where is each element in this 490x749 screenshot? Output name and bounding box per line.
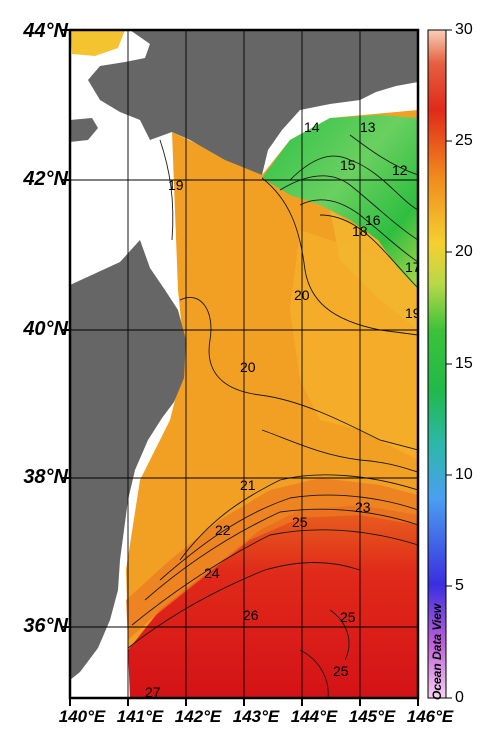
land-island [70, 118, 98, 142]
contour-label: 19 [405, 305, 421, 321]
contour-label: 15 [340, 157, 356, 173]
lon-label-142e: 142°E [174, 707, 222, 726]
contour-label: 25 [340, 609, 356, 625]
lat-label-40n: 40°N [23, 318, 68, 340]
frame-ticks [62, 29, 419, 706]
lon-label-143e: 143°E [232, 707, 280, 726]
lat-label-36n: 36°N [23, 615, 68, 637]
contour-label: 23 [355, 499, 371, 515]
colorbar-label-10: 10 [455, 466, 473, 483]
lon-label-141e: 141°E [116, 707, 164, 726]
contour-label: 17 [405, 259, 421, 275]
colorbar-ticks [446, 29, 452, 699]
sst-field-green [262, 115, 418, 290]
lat-label-44n: 44°N [23, 20, 68, 42]
colorbar-label-25: 25 [455, 132, 473, 149]
contour-label: 25 [292, 514, 308, 530]
contour-label: 19 [168, 177, 184, 193]
contour-label: 24 [204, 565, 220, 581]
contour-label: 27 [145, 684, 161, 700]
contour-label: 22 [215, 522, 231, 538]
lon-label-145e: 145°E [348, 707, 396, 726]
colorbar-label-5: 5 [455, 577, 464, 594]
sst-field-red [128, 505, 418, 698]
contour-label: 14 [304, 119, 320, 135]
colorbar [427, 29, 447, 699]
graticule [70, 30, 418, 698]
contour-label: 16 [365, 212, 381, 228]
contour-label: 25 [333, 663, 349, 679]
colorbar-label-0: 0 [455, 689, 464, 706]
sst-field-yellow-nw [70, 30, 125, 56]
contour-label: 26 [243, 607, 259, 623]
colorbar-label-15: 15 [455, 355, 473, 372]
lat-label-38n: 38°N [23, 466, 68, 488]
colorbar-label-30: 30 [455, 21, 473, 38]
land-hokkaido [88, 30, 418, 175]
ocean-data-view-credit: Ocean Data View [430, 603, 444, 700]
lon-label-144e: 144°E [290, 707, 338, 726]
contour-label: 20 [240, 359, 256, 375]
contour-label: 13 [360, 119, 376, 135]
contour-lines [127, 134, 418, 698]
lon-label-140e: 140°E [58, 707, 106, 726]
sst-field-yellow [330, 210, 418, 330]
colorbar-label-20: 20 [455, 243, 473, 260]
lon-label-146e: 146°E [406, 707, 454, 726]
contour-label: 12 [392, 162, 408, 178]
lat-label-42n: 42°N [23, 168, 68, 190]
contour-label: 21 [240, 477, 256, 493]
